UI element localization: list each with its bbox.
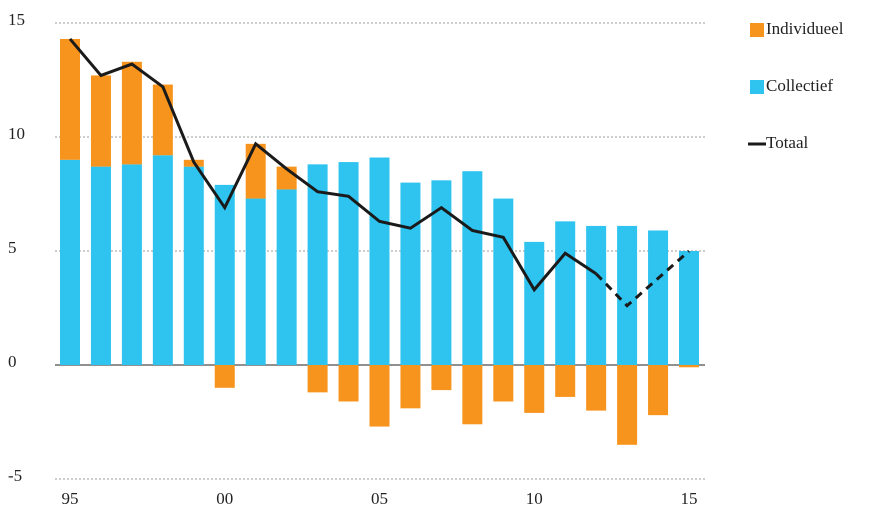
x-tick-label: 10 <box>526 489 543 508</box>
bar <box>648 230 669 365</box>
bar <box>431 180 452 365</box>
bar <box>214 184 235 365</box>
bar <box>462 171 483 365</box>
bar <box>214 365 235 388</box>
bar <box>679 365 699 368</box>
bar <box>586 365 607 411</box>
bar <box>400 365 421 409</box>
bar <box>400 182 421 365</box>
bar <box>245 143 266 199</box>
bar <box>431 365 452 391</box>
legend-label: Totaal <box>766 133 809 152</box>
legend-swatch <box>750 23 764 37</box>
bar <box>152 84 173 156</box>
x-tick-label: 00 <box>216 489 233 508</box>
y-tick-label: 15 <box>8 10 25 29</box>
bar <box>493 365 514 402</box>
bar <box>121 61 142 165</box>
bar <box>369 157 390 365</box>
x-tick-label: 05 <box>371 489 388 508</box>
bar <box>617 365 638 445</box>
y-tick-label: 0 <box>8 352 17 371</box>
x-tick-label: 15 <box>681 489 698 508</box>
bar <box>586 225 607 365</box>
y-tick-label: 5 <box>8 238 17 257</box>
bar <box>617 225 638 365</box>
bar <box>462 365 483 425</box>
bar <box>338 162 359 365</box>
bar <box>648 365 669 416</box>
bar <box>679 251 699 365</box>
bar <box>152 155 173 365</box>
bar <box>307 164 328 365</box>
bar <box>183 166 204 365</box>
bar <box>60 38 80 160</box>
bar <box>338 365 359 402</box>
bar <box>121 164 142 365</box>
legend-label: Collectief <box>766 76 833 95</box>
bar <box>555 221 576 365</box>
bar <box>524 365 545 413</box>
bar <box>493 198 514 365</box>
bar <box>276 189 297 365</box>
bar <box>60 159 80 365</box>
legend-swatch <box>750 80 764 94</box>
bar <box>90 75 111 167</box>
legend-label: Individueel <box>766 19 844 38</box>
x-tick-label: 95 <box>62 489 79 508</box>
bar <box>307 365 328 393</box>
line <box>68 37 597 293</box>
bar <box>245 198 266 365</box>
y-tick-label: 10 <box>8 124 25 143</box>
bar <box>90 166 111 365</box>
bar <box>369 365 390 427</box>
y-tick-label: -5 <box>8 466 22 485</box>
bar <box>555 365 576 397</box>
line <box>595 249 690 308</box>
bar <box>524 241 545 365</box>
